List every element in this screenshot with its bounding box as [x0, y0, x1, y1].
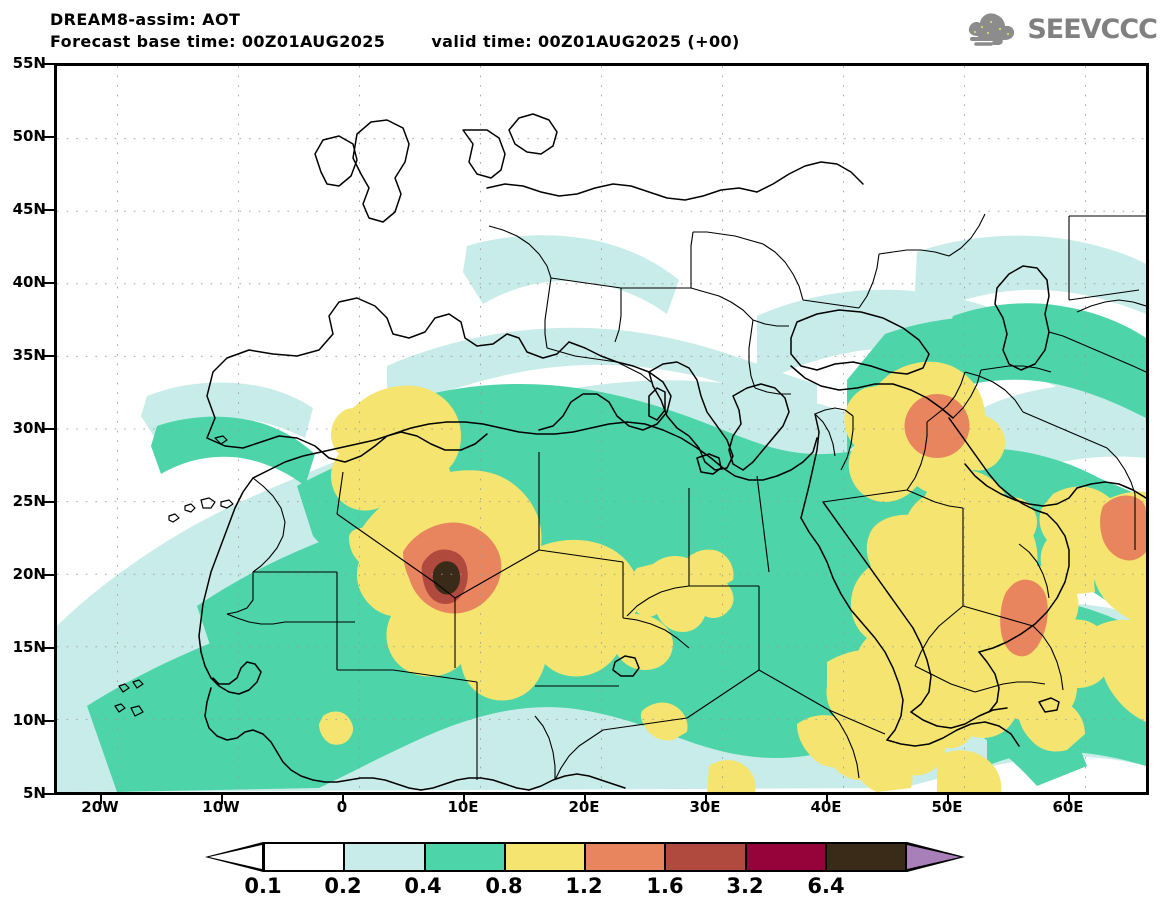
- map-coastlines: [114, 113, 1146, 791]
- y-tick-mark: [44, 282, 54, 284]
- colorbar-tick-label: 3.2: [726, 874, 764, 898]
- colorbar-tick-label: 6.4: [807, 874, 845, 898]
- seevccc-logo: SEEVCCC: [964, 8, 1158, 50]
- y-tick-label: 35N: [12, 346, 46, 364]
- x-tick-mark: [100, 795, 102, 804]
- colorbar-cell-1: [345, 844, 426, 870]
- x-tick-label: 20W: [81, 798, 119, 816]
- map-plot-area[interactable]: [54, 63, 1149, 795]
- x-tick-label: 50E: [931, 798, 963, 816]
- colorbar-under-fill: [209, 845, 262, 869]
- colorbar-tick-labels: 0.1 0.2 0.4 0.8 1.2 1.6 3.2 6.4: [205, 874, 965, 900]
- colorbar-cell-6: [746, 844, 827, 870]
- x-tick-label: 20E: [568, 798, 600, 816]
- y-tick-label: 50N: [12, 127, 46, 145]
- x-tick-label: 10W: [202, 798, 240, 816]
- colorbar-tick-label: 0.8: [485, 874, 523, 898]
- y-tick-mark: [44, 574, 54, 576]
- colorbar-cell-0: [265, 844, 346, 870]
- x-tick-mark: [463, 795, 465, 804]
- colorbar-over-fill: [907, 845, 960, 869]
- y-tick-label: 5N: [23, 784, 46, 802]
- x-tick-mark: [584, 795, 586, 804]
- y-tick-label: 40N: [12, 273, 46, 291]
- colorbar-cell-3: [505, 844, 586, 870]
- y-tick-label: 30N: [12, 419, 46, 437]
- x-tick-mark: [947, 795, 949, 804]
- colorbar: [205, 842, 965, 872]
- aot-contour-map: [57, 66, 1146, 792]
- y-tick-label: 10N: [12, 711, 46, 729]
- logo-text: SEEVCCC: [1027, 13, 1158, 45]
- colorbar-tick-label: 0.1: [244, 874, 282, 898]
- y-tick-label: 45N: [12, 200, 46, 218]
- cloud-wind-icon: [969, 13, 1015, 46]
- y-tick-label: 15N: [12, 638, 46, 656]
- colorbar-band: [263, 842, 907, 872]
- y-tick-mark: [44, 209, 54, 211]
- page-title: DREAM8-assim: AOT: [50, 10, 241, 29]
- y-tick-mark: [44, 136, 54, 138]
- colorbar-tick-label: 0.4: [404, 874, 442, 898]
- y-tick-label: 55N: [12, 54, 46, 72]
- colorbar-tick-label: 1.2: [565, 874, 603, 898]
- aot-contour-fills: [57, 235, 1146, 792]
- map-gridlines: [57, 66, 1146, 792]
- y-tick-mark: [44, 720, 54, 722]
- colorbar-tick-label: 0.2: [324, 874, 362, 898]
- x-tick-mark: [342, 795, 344, 804]
- y-tick-mark: [44, 647, 54, 649]
- y-tick-mark: [44, 355, 54, 357]
- x-tick-label: 40E: [810, 798, 842, 816]
- x-tick-mark: [1068, 795, 1070, 804]
- y-tick-mark: [44, 63, 54, 65]
- x-tick-label: 10E: [447, 798, 479, 816]
- forecast-base-time: Forecast base time: 00Z01AUG2025: [50, 32, 386, 51]
- y-tick-mark: [44, 793, 54, 795]
- colorbar-cell-7: [826, 844, 905, 870]
- colorbar-cell-2: [425, 844, 506, 870]
- y-tick-label: 20N: [12, 565, 46, 583]
- y-tick-mark: [44, 501, 54, 503]
- x-tick-mark: [705, 795, 707, 804]
- x-tick-mark: [221, 795, 223, 804]
- colorbar-cell-4: [586, 844, 667, 870]
- x-tick-mark: [826, 795, 828, 804]
- y-tick-label: 25N: [12, 492, 46, 510]
- map-country-borders: [226, 213, 1146, 781]
- x-tick-label: 60E: [1052, 798, 1084, 816]
- valid-time: valid time: 00Z01AUG2025 (+00): [431, 32, 740, 51]
- colorbar-cell-5: [666, 844, 747, 870]
- forecast-time-line: Forecast base time: 00Z01AUG2025 valid ti…: [50, 32, 740, 51]
- x-tick-label: 30E: [689, 798, 721, 816]
- y-tick-mark: [44, 428, 54, 430]
- x-tick-label: 0: [336, 798, 348, 816]
- colorbar-tick-label: 1.6: [646, 874, 684, 898]
